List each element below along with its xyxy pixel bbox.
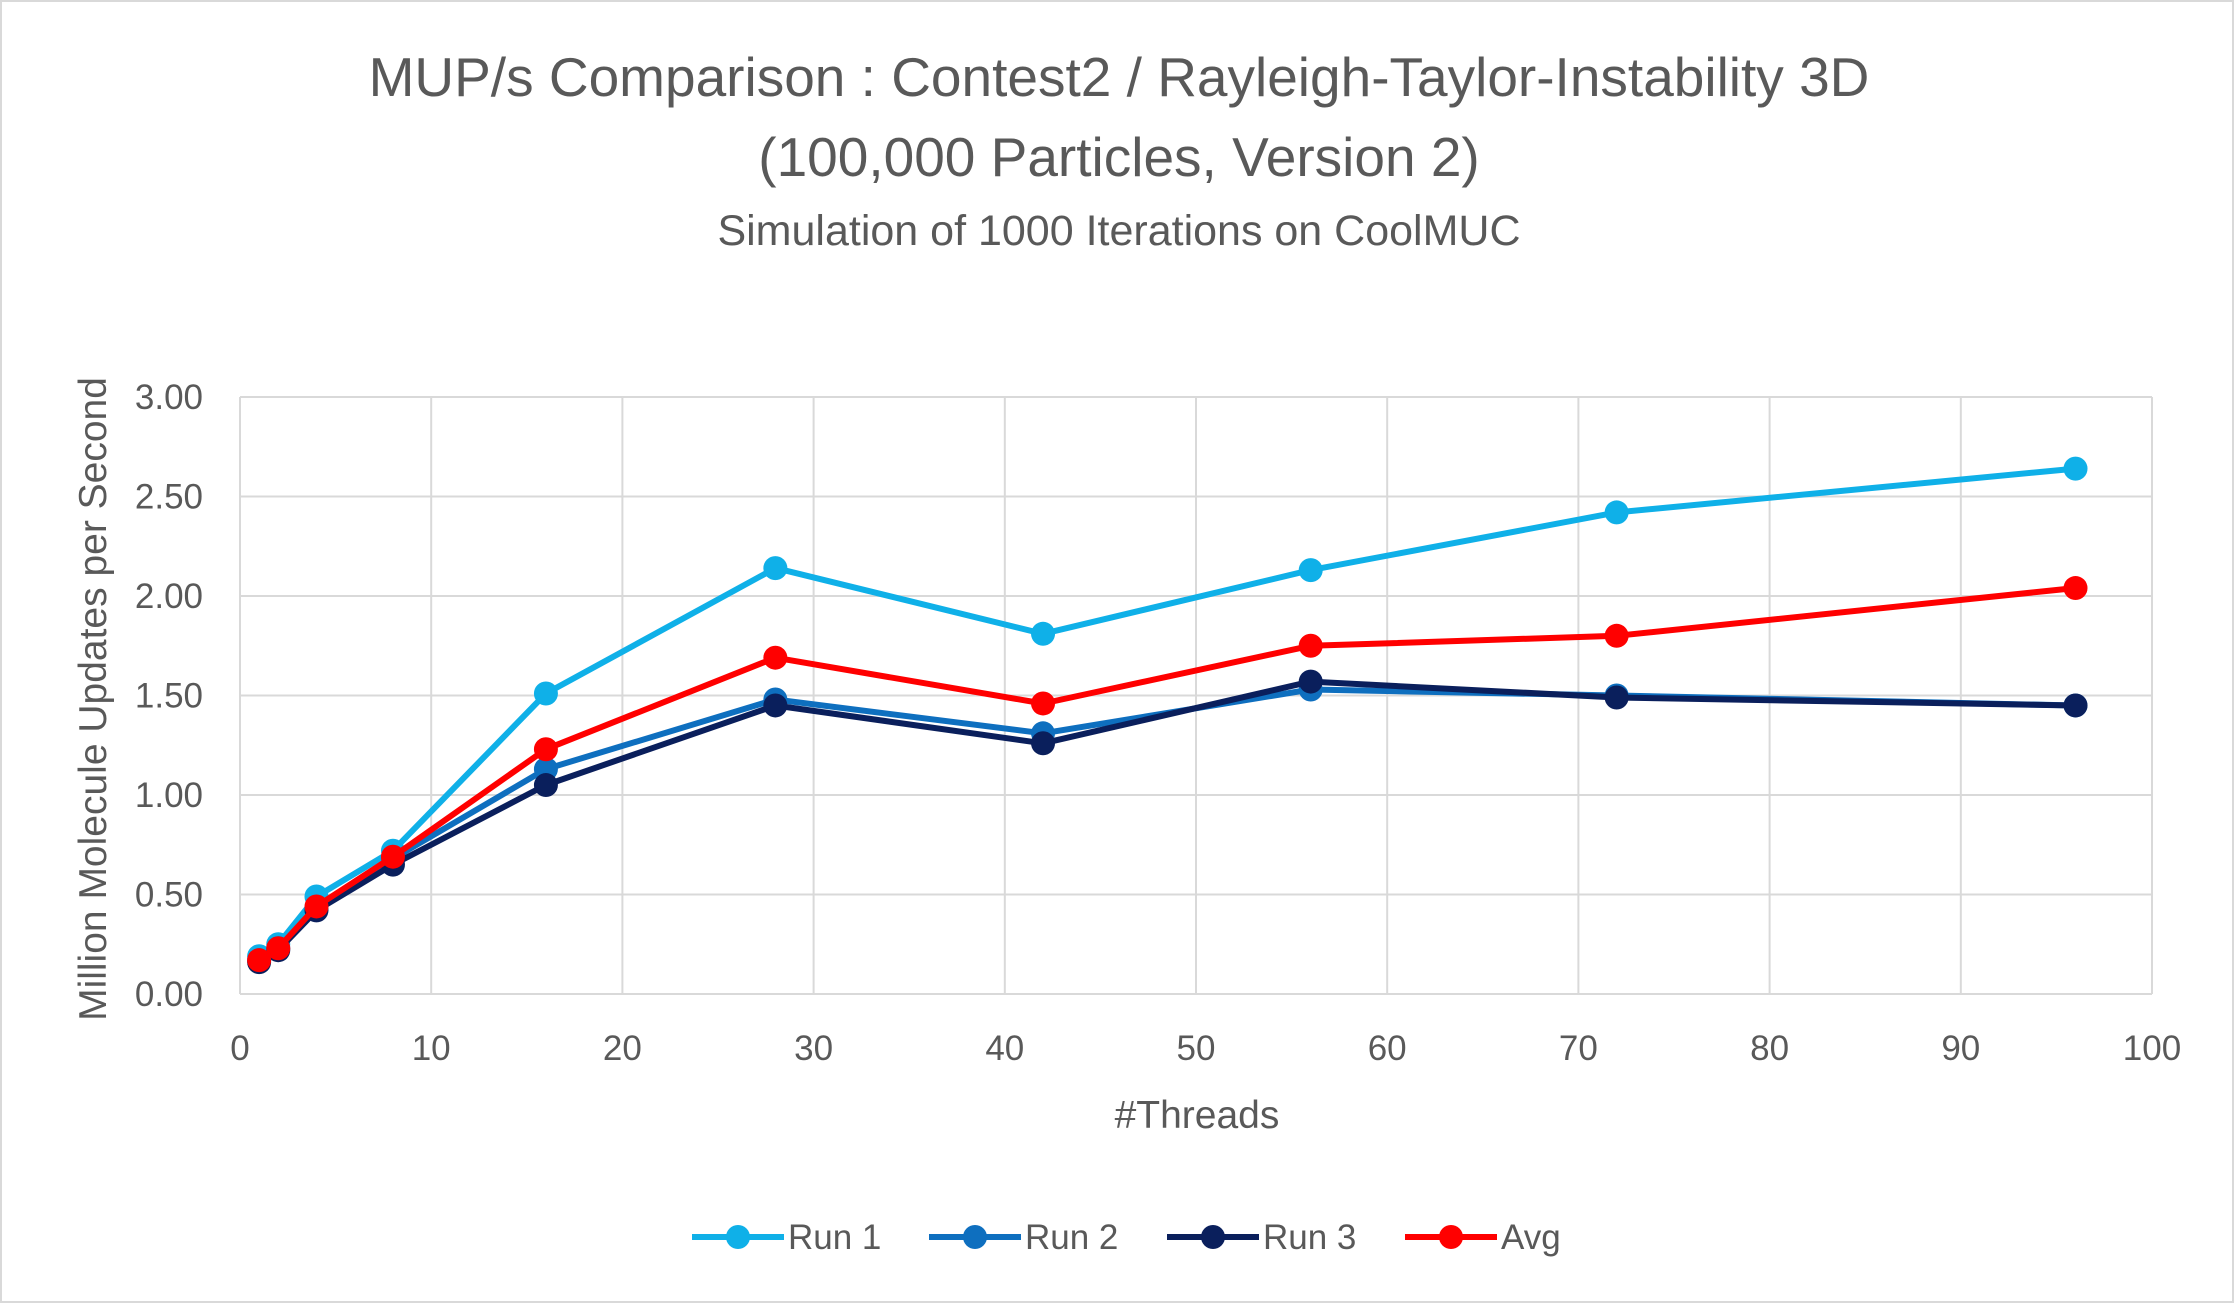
legend-label: Run 1 [788, 1218, 881, 1257]
y-tick-label-4: 2.00 [135, 577, 203, 616]
data-point [247, 948, 272, 973]
series-line [256, 585, 2079, 964]
legend-item-run-1: Run 1 [692, 1218, 881, 1257]
chart-subtitle: Simulation of 1000 Iterations on CoolMUC [717, 207, 1520, 255]
data-point [533, 737, 558, 762]
legend-label: Avg [1501, 1218, 1561, 1257]
x-tick-label-5: 50 [1177, 1029, 1216, 1068]
data-point [1031, 731, 1056, 756]
y-tick-label-1: 0.50 [135, 876, 203, 915]
data-point [2063, 693, 2088, 718]
legend-swatch-marker [963, 1225, 987, 1249]
legend: Run 1 Run 2 Run 3 Avg [692, 1218, 1561, 1257]
legend-label: Run 2 [1025, 1218, 1118, 1257]
x-tick-label-0: 0 [230, 1029, 249, 1068]
legend-swatch-marker [1201, 1225, 1225, 1249]
y-axis-ticks: 0.00 0.50 1.00 1.50 2.00 2.50 3.00 [135, 378, 203, 1014]
series-line [256, 465, 2079, 960]
legend-swatch-marker [1439, 1225, 1463, 1249]
legend-item-run-2: Run 2 [929, 1218, 1118, 1257]
series-run-2 [247, 677, 2088, 973]
legend-item-run-3: Run 3 [1167, 1218, 1356, 1257]
data-point [763, 645, 788, 670]
x-tick-label-4: 40 [985, 1029, 1024, 1068]
data-point [1604, 500, 1629, 525]
data-point [763, 556, 788, 581]
x-tick-label-10: 100 [2123, 1029, 2181, 1068]
data-point [763, 693, 788, 718]
data-point [533, 681, 558, 706]
legend-label: Run 3 [1263, 1218, 1356, 1257]
x-axis-title: #Threads [1115, 1094, 1280, 1137]
data-point [380, 844, 405, 869]
data-point [266, 936, 291, 961]
data-point [2063, 456, 2088, 481]
data-point [1298, 558, 1323, 583]
data-point [1604, 623, 1629, 648]
series-layer [247, 456, 2088, 975]
data-point [304, 894, 329, 919]
series-line [256, 678, 2079, 966]
y-tick-label-3: 1.50 [135, 677, 203, 716]
y-tick-label-2: 1.00 [135, 776, 203, 815]
x-tick-label-9: 90 [1941, 1029, 1980, 1068]
y-axis-title: Million Molecule Updates per Second [72, 377, 115, 1021]
x-tick-label-8: 80 [1750, 1029, 1789, 1068]
series-line [256, 686, 2079, 964]
legend-swatch-marker [726, 1225, 750, 1249]
chart-title-line-1: MUP/s Comparison : Contest2 / Rayleigh-T… [369, 46, 1870, 108]
legend-item-avg: Avg [1405, 1218, 1561, 1257]
data-point [2063, 576, 2088, 601]
x-tick-label-7: 70 [1559, 1029, 1598, 1068]
x-tick-label-1: 10 [412, 1029, 451, 1068]
data-point [533, 773, 558, 798]
x-tick-label-3: 30 [794, 1029, 833, 1068]
data-point [1031, 621, 1056, 646]
data-point [1298, 633, 1323, 658]
data-point [1604, 685, 1629, 710]
x-axis-ticks: 0 10 20 30 40 50 60 70 80 90 100 [230, 1029, 2181, 1068]
y-tick-label-0: 0.00 [135, 975, 203, 1014]
x-tick-label-6: 60 [1368, 1029, 1407, 1068]
data-point [1031, 691, 1056, 716]
y-tick-label-5: 2.50 [135, 478, 203, 517]
data-point [1298, 669, 1323, 694]
series-avg [247, 576, 2088, 973]
chart-title-line-2: (100,000 Particles, Version 2) [758, 126, 1480, 188]
y-tick-label-6: 3.00 [135, 378, 203, 417]
x-tick-label-2: 20 [603, 1029, 642, 1068]
